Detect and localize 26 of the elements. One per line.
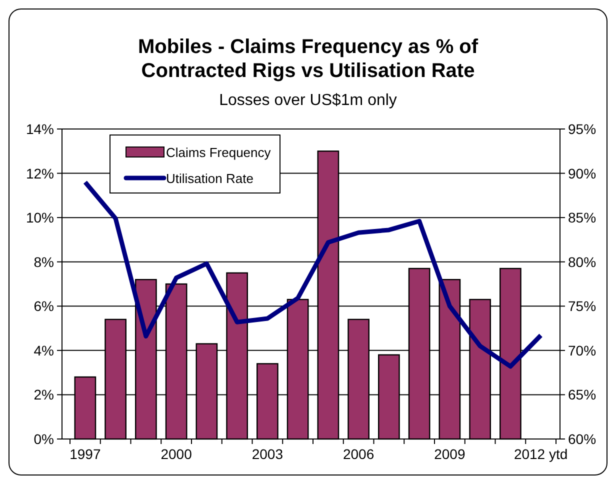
y2-tick-label: 70%	[568, 342, 596, 358]
y-tick-label: 14%	[26, 121, 54, 137]
y2-tick-label: 90%	[568, 165, 596, 182]
y2-tick-label: 80%	[568, 254, 596, 270]
y-tick-label: 2%	[34, 386, 54, 403]
x-tick-label: 2000	[160, 446, 192, 462]
legend-label: Claims Frequency	[166, 145, 272, 160]
y-tick-label: 10%	[26, 210, 54, 226]
chart-subtitle: Losses over US$1m only	[219, 92, 397, 109]
y2-tick-label: 60%	[568, 431, 596, 447]
x-tick-label: 2012 ytd	[514, 446, 568, 462]
x-tick-label: 2003	[252, 446, 284, 462]
y2-tick-label: 85%	[568, 210, 596, 226]
x-tick-label: 2009	[434, 446, 466, 462]
y-tick-label: 4%	[34, 342, 54, 358]
y-tick-label: 12%	[26, 165, 54, 182]
legend-label: Utilisation Rate	[166, 171, 254, 186]
y2-tick-label: 75%	[568, 298, 596, 314]
y-tick-label: 6%	[34, 298, 54, 314]
y2-tick-label: 95%	[568, 121, 596, 137]
chart-title: Mobiles - Claims Frequency as % of Contracted Rigs vs Utilisation Rate	[138, 36, 478, 82]
x-tick-label: 2006	[342, 446, 374, 462]
x-tick-label: 1997	[70, 446, 101, 462]
y-tick-label: 0%	[34, 431, 54, 447]
y-tick-label: 8%	[34, 254, 54, 270]
y2-tick-label: 65%	[568, 386, 596, 403]
